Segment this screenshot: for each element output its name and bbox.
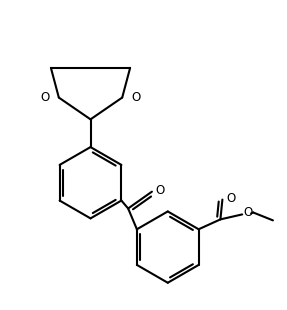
Text: O: O bbox=[243, 206, 253, 219]
Text: O: O bbox=[131, 91, 140, 104]
Text: O: O bbox=[226, 192, 236, 205]
Text: O: O bbox=[155, 184, 164, 197]
Text: O: O bbox=[41, 91, 50, 104]
